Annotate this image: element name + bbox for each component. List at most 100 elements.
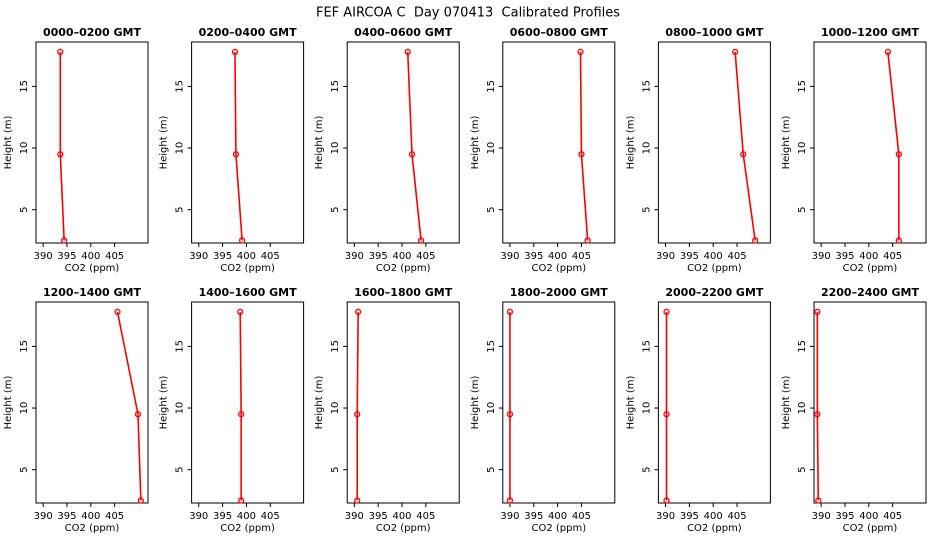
profile-line xyxy=(816,311,820,501)
plot-frame xyxy=(813,41,927,244)
data-point xyxy=(238,497,245,504)
y-tick-label: 10 xyxy=(486,402,497,415)
x-axis-label: CO2 (ppm) xyxy=(531,523,586,534)
y-tick-label: 15 xyxy=(486,80,497,93)
profile-line xyxy=(406,51,422,241)
data-point xyxy=(584,237,591,244)
plot-frame xyxy=(35,301,149,504)
profile-line xyxy=(239,311,242,501)
y-tick-label: 15 xyxy=(330,80,341,93)
plot-frame xyxy=(346,41,460,244)
y-tick-label: 10 xyxy=(641,402,652,415)
x-tick-label: 405 xyxy=(261,511,280,522)
y-tick-label: 15 xyxy=(175,80,186,93)
panel-title: 1400–1600 GMT xyxy=(199,286,298,299)
x-tick-label: 395 xyxy=(680,511,699,522)
panel-title: 0400–0600 GMT xyxy=(354,26,453,39)
x-axis-label: CO2 (ppm) xyxy=(687,263,742,274)
y-axis-label: Height (m) xyxy=(159,116,170,170)
x-axis-label: CO2 (ppm) xyxy=(220,263,275,274)
panel-title: 1200–1400 GMT xyxy=(43,286,142,299)
y-axis-label: Height (m) xyxy=(625,116,636,170)
data-point xyxy=(354,411,361,418)
y-tick-label: 15 xyxy=(175,340,186,353)
x-axis-label: CO2 (ppm) xyxy=(220,523,275,534)
y-tick-label: 5 xyxy=(641,207,652,213)
x-tick-label: 395 xyxy=(524,251,543,262)
x-axis-label: CO2 (ppm) xyxy=(687,523,742,534)
x-tick-label: 400 xyxy=(392,251,411,262)
data-point xyxy=(895,237,902,244)
data-point xyxy=(506,411,514,418)
data-point xyxy=(751,237,759,244)
x-tick-label: 405 xyxy=(883,511,902,522)
data-point xyxy=(577,48,584,56)
y-axis-label: Height (m) xyxy=(159,376,170,430)
data-point xyxy=(408,151,416,158)
y-axis-label: Height (m) xyxy=(781,116,792,170)
data-point xyxy=(354,497,361,504)
data-point xyxy=(815,497,822,504)
y-axis-label: Height (m) xyxy=(781,376,792,430)
data-point xyxy=(740,151,747,158)
y-tick-label: 10 xyxy=(175,402,186,415)
y-tick-label: 5 xyxy=(19,467,30,473)
x-axis-label: CO2 (ppm) xyxy=(531,263,586,274)
plot-frame xyxy=(657,41,771,244)
y-axis-label: Height (m) xyxy=(625,376,636,430)
y-tick-label: 5 xyxy=(797,467,808,473)
plot-frame xyxy=(502,301,616,504)
x-tick-label: 405 xyxy=(572,251,591,262)
x-tick-label: 390 xyxy=(189,511,208,522)
x-tick-label: 390 xyxy=(34,251,53,262)
y-tick-label: 15 xyxy=(641,80,652,93)
x-tick-label: 390 xyxy=(34,511,53,522)
panel-title: 0200–0400 GMT xyxy=(199,26,298,39)
y-tick-label: 10 xyxy=(19,142,30,155)
y-tick-label: 15 xyxy=(19,340,30,353)
x-tick-label: 395 xyxy=(57,511,76,522)
x-tick-label: 405 xyxy=(727,511,746,522)
panel-title: 1000–1200 GMT xyxy=(821,26,920,39)
x-tick-label: 400 xyxy=(392,511,411,522)
x-tick-label: 400 xyxy=(237,251,256,262)
data-point xyxy=(814,411,821,418)
y-tick-label: 5 xyxy=(330,207,341,213)
y-tick-label: 10 xyxy=(797,402,808,415)
data-point xyxy=(114,308,121,316)
y-axis-label: Height (m) xyxy=(470,376,481,430)
x-tick-label: 400 xyxy=(548,511,567,522)
x-tick-label: 390 xyxy=(189,251,208,262)
x-tick-label: 395 xyxy=(369,511,388,522)
x-tick-label: 405 xyxy=(416,511,435,522)
y-tick-label: 10 xyxy=(175,142,186,155)
data-point xyxy=(884,48,892,56)
x-tick-label: 390 xyxy=(656,251,675,262)
plot-frame xyxy=(346,301,460,504)
y-tick-label: 5 xyxy=(486,467,497,473)
x-axis-label: CO2 (ppm) xyxy=(843,263,898,274)
y-tick-label: 15 xyxy=(19,80,30,93)
plot-frame xyxy=(657,301,771,504)
x-tick-label: 395 xyxy=(213,251,232,262)
y-axis-label: Height (m) xyxy=(3,116,14,170)
data-point xyxy=(137,497,145,504)
y-tick-label: 10 xyxy=(486,142,497,155)
panel-title: 2200–2400 GMT xyxy=(821,286,920,299)
x-tick-label: 390 xyxy=(656,511,675,522)
x-tick-label: 390 xyxy=(812,251,831,262)
data-point xyxy=(57,151,64,158)
x-tick-label: 390 xyxy=(345,251,364,262)
x-axis-label: CO2 (ppm) xyxy=(843,523,898,534)
data-point xyxy=(238,237,246,244)
data-point xyxy=(663,411,670,418)
x-tick-label: 405 xyxy=(727,251,746,262)
y-tick-label: 10 xyxy=(330,142,341,155)
data-point xyxy=(232,151,240,158)
y-axis-label: Height (m) xyxy=(470,116,481,170)
x-tick-label: 395 xyxy=(213,511,232,522)
profile-line xyxy=(59,51,65,241)
panel-title: 0800–1000 GMT xyxy=(665,26,764,39)
x-axis-label: CO2 (ppm) xyxy=(65,263,120,274)
page-title: FEF AIRCOA C Day 070413 Calibrated Profi… xyxy=(316,6,620,21)
